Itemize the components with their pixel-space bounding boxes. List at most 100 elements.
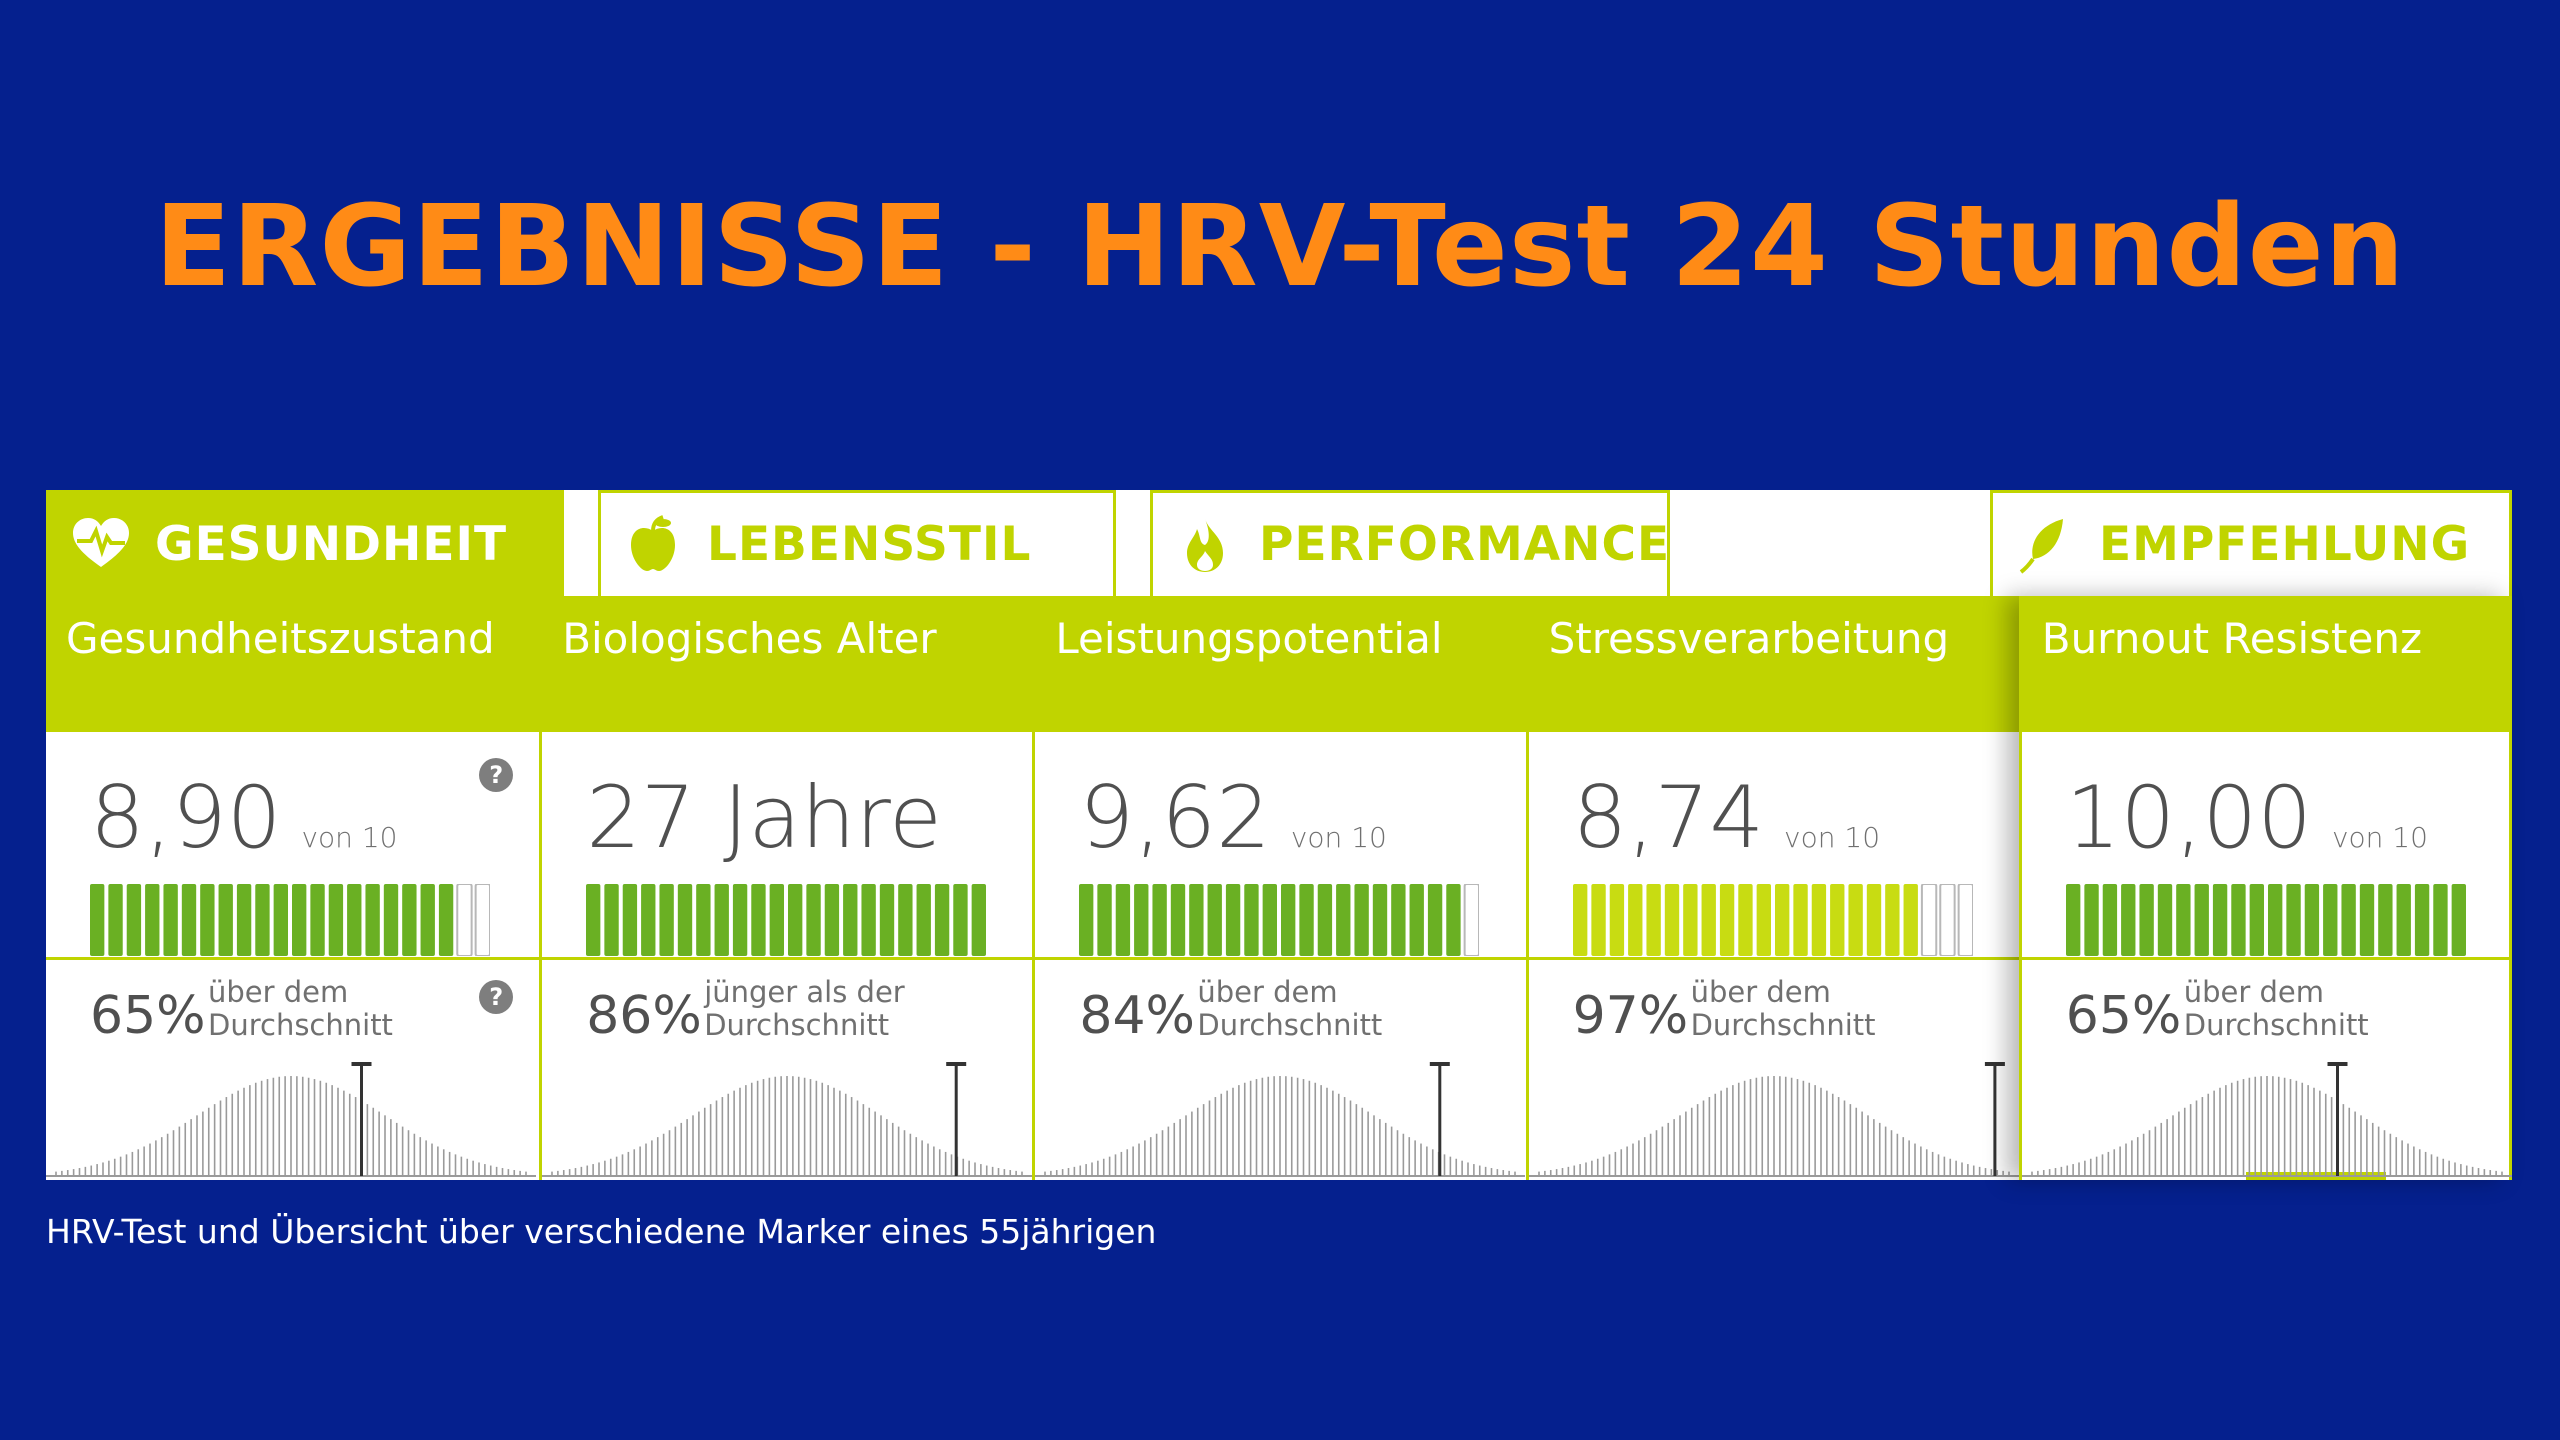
score-unit: von 10 [301,821,398,854]
bar-segment [181,884,197,956]
percentile-value: 97% [1572,986,1689,1046]
bar-segment [1792,884,1808,956]
percentile-text: über dem Durchschnitt [208,975,393,1042]
metric-card: Burnout Resistenz 10,00 von 10 65% über d… [2018,596,2512,1180]
bar-segment [383,884,399,956]
bar-segment [347,884,362,956]
bar-segment [2267,884,2283,956]
percentile-value: 84% [1079,986,1195,1046]
tab-lebensstil[interactable]: LEBENSSTIL [598,490,1116,596]
metric-score: 9,62 von 10 [1079,768,1387,868]
percentile-text: über dem Durchschnitt [2183,975,2369,1042]
bar-segment [1756,884,1771,956]
bar-segment [586,884,601,956]
bar-segment [733,884,748,956]
bar-segment [2286,884,2301,956]
bar-segment [953,884,968,956]
bar-segment [1811,884,1826,956]
tab-empfehlung[interactable]: EMPFEHLUNG [1990,490,2512,596]
bar-segment [200,884,215,956]
bar-segment [2120,884,2136,956]
bar-segment [1957,884,1973,956]
bar-segment [2175,884,2191,956]
percentile-text: über dem Durchschnitt [1690,975,1876,1042]
bar-segment [1428,884,1443,956]
bar-segment [108,884,123,956]
bar-segment [714,884,730,956]
bar-segment [1097,884,1113,956]
bar-segment [1318,884,1333,956]
bar-segment [255,884,270,956]
percentile-value: 65% [2065,986,2182,1046]
distribution-curve [46,1060,536,1180]
flame-icon [1175,515,1235,575]
bar-segment [1829,884,1845,956]
bar-segment [1590,884,1606,956]
metric-score: 10,00 von 10 [2065,768,2428,868]
metric-card: Stressverarbeitung 8,74 von 10 97% über d… [1525,596,2019,1180]
bar-segment [1627,884,1643,956]
bar-segment [1609,884,1624,956]
tab-gesundheit[interactable]: GESUNDHEIT [46,490,564,596]
score-bar [1079,884,1480,956]
tab-label: LEBENSSTIL [707,517,1032,572]
bar-segment [1244,884,1260,956]
bar-segment [2231,884,2246,956]
bar-segment [2139,884,2154,956]
metric-header: Biologisches Alter [542,596,1033,732]
metric-card: Leistungspotential 9,62 von 10 84% über d… [1032,596,1526,1180]
bar-segment [1903,884,1918,956]
bar-segment [1646,884,1661,956]
bar-segment [1884,884,1900,956]
bar-segment [824,884,840,956]
bar-segment [2451,884,2466,956]
bar-segment [365,884,380,956]
score-unit: von 10 [2331,821,2428,854]
bar-segment [971,884,987,956]
image-caption: HRV-Test und Übersicht über verschiedene… [46,1212,1157,1251]
score-unit: von 10 [1784,821,1881,854]
help-icon[interactable]: ? [479,758,514,792]
tab-label: EMPFEHLUNG [2099,517,2471,572]
tab-label: PERFORMANCE [1259,517,1671,572]
bar-segment [1373,884,1388,956]
bar-segment [1189,884,1204,956]
percentile-value: 86% [586,986,702,1046]
bar-segment [659,884,675,956]
bar-segment [1226,884,1241,956]
bar-segment [1866,884,1881,956]
bar-segment [1774,884,1789,956]
bar-segment [880,884,895,956]
bar-segment [1664,884,1679,956]
tab-bar: GESUNDHEIT LEBENSSTIL PERFORMANCE EMPFEH… [46,490,2512,596]
bar-segment [1920,884,1937,956]
bar-segment [2341,884,2356,956]
bar-segment [1281,884,1296,956]
results-panel: GESUNDHEIT LEBENSSTIL PERFORMANCE EMPFEH… [46,490,2512,1180]
bar-segment [2102,884,2117,956]
bar-segment [1682,884,1698,956]
bar-segment [935,884,950,956]
bar-segment [1938,884,1956,956]
distribution-curve [1528,1060,2019,1180]
leaf-icon [2015,515,2075,575]
metric-columns: Gesundheitszustand 8,90 von 10 ? 65% über… [46,596,2512,1180]
bar-segment [2433,884,2448,956]
bar-segment [604,884,619,956]
bar-segment [145,884,160,956]
tab-performance[interactable]: PERFORMANCE [1150,490,1670,596]
page-title: ERGEBNISSE - HRV-Test 24 Stunden [154,182,2406,312]
distribution-curve [542,1060,1033,1180]
bar-segment [2396,884,2411,956]
score-bar [586,884,987,956]
help-icon[interactable]: ? [479,980,514,1014]
bar-segment [622,884,638,956]
bar-segment [861,884,877,956]
bar-segment [1737,884,1753,956]
bar-segment [1464,884,1480,956]
bar-segment [126,884,142,956]
bar-segment [788,884,803,956]
percentile-text: jünger als der Durchschnitt [704,975,905,1042]
bar-segment [898,884,913,956]
distribution-curve [2021,1060,2512,1180]
